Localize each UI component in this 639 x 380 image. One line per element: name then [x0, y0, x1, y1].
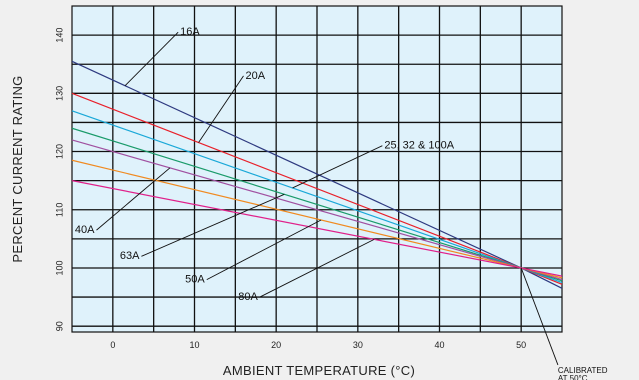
x-tick-label: 40	[434, 340, 444, 350]
x-axis-title: AMBIENT TEMPERATURE (°C)	[223, 363, 415, 378]
y-tick-labels: 90 100 110 120 130 140	[54, 28, 64, 332]
annotation-63a: 63A	[120, 250, 140, 262]
callout-annotations: 16A 20A 25, 32 & 100A 40A 63A 50A 80A CALIBRATE…	[75, 26, 608, 380]
grid-lines	[72, 6, 562, 332]
annotation-20a: 20A	[246, 70, 266, 82]
y-tick-label: 110	[54, 203, 64, 217]
y-axis-title: PERCENT CURRENT RATING	[10, 75, 25, 262]
x-tick-label: 10	[189, 340, 199, 350]
annotation-25-32-100a: 25, 32 & 100A	[384, 140, 454, 152]
annotation-40a: 40A	[75, 224, 95, 236]
annotation-50a: 50A	[185, 274, 205, 286]
leader-line-40a	[96, 167, 171, 231]
leader-line-63a	[141, 193, 285, 257]
leader-line-calibrated-at-50-c	[520, 267, 559, 366]
leader-line-80a	[259, 238, 375, 298]
y-tick-label: 120	[54, 144, 64, 159]
y-tick-label: 90	[54, 321, 64, 331]
x-tick-label: 20	[271, 340, 281, 350]
x-tick-label: 50	[516, 340, 526, 350]
x-tick-labels: 0 10 20 30 40 50	[110, 340, 526, 350]
x-tick-label: 0	[110, 340, 115, 350]
annotation-80a: 80A	[238, 291, 258, 303]
leader-line-16a	[124, 31, 179, 87]
leader-line-25-32-100a	[292, 145, 383, 189]
y-tick-label: 130	[54, 86, 64, 101]
leader-line-20a	[198, 75, 244, 143]
y-tick-label: 100	[54, 260, 64, 275]
annotation-calibrated-at-50-c: CALIBRATED AT 50°C	[558, 366, 608, 380]
x-tick-label: 30	[353, 340, 363, 350]
y-tick-label: 140	[54, 28, 64, 43]
annotation-16a: 16A	[180, 26, 200, 38]
leader-line-50a	[206, 219, 322, 281]
